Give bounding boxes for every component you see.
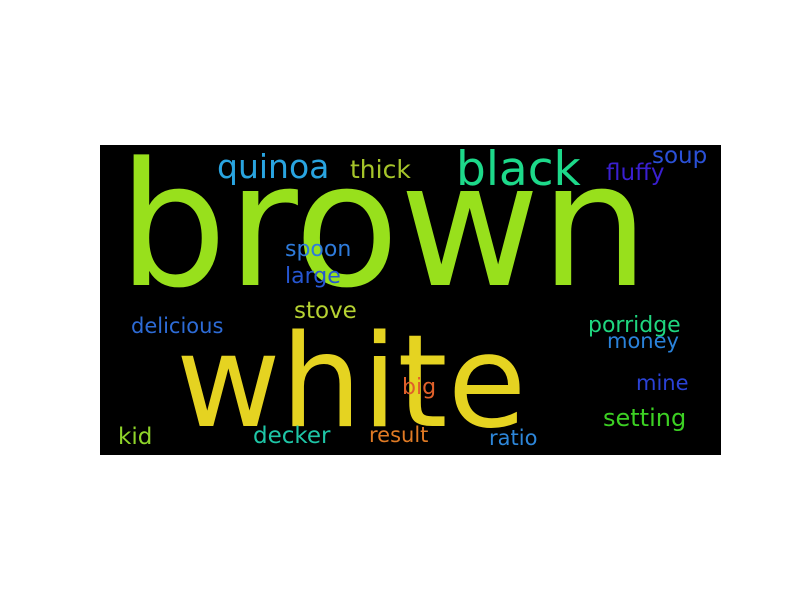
word-spoon: spoon — [285, 237, 352, 262]
word-quinoa: quinoa — [217, 147, 330, 186]
word-soup: soup — [652, 145, 708, 169]
word-result: result — [369, 423, 429, 447]
word-black: black — [456, 145, 581, 197]
word-cloud: brown white black quinoa thick soup fluf… — [100, 145, 721, 455]
word-decker: decker — [253, 423, 331, 449]
word-thick: thick — [350, 155, 411, 184]
word-setting: setting — [603, 404, 687, 432]
word-delicious: delicious — [131, 314, 224, 338]
word-kid: kid — [118, 424, 153, 450]
word-fluffy: fluffy — [606, 160, 665, 186]
word-big: big — [402, 375, 437, 400]
word-money: money — [607, 329, 679, 353]
word-stove: stove — [294, 298, 357, 324]
word-brown: brown — [118, 145, 650, 326]
word-ratio: ratio — [489, 426, 538, 450]
word-porridge: porridge — [588, 313, 681, 338]
word-white: white — [176, 308, 527, 455]
word-mine: mine — [636, 371, 689, 395]
word-large: large — [285, 264, 341, 289]
